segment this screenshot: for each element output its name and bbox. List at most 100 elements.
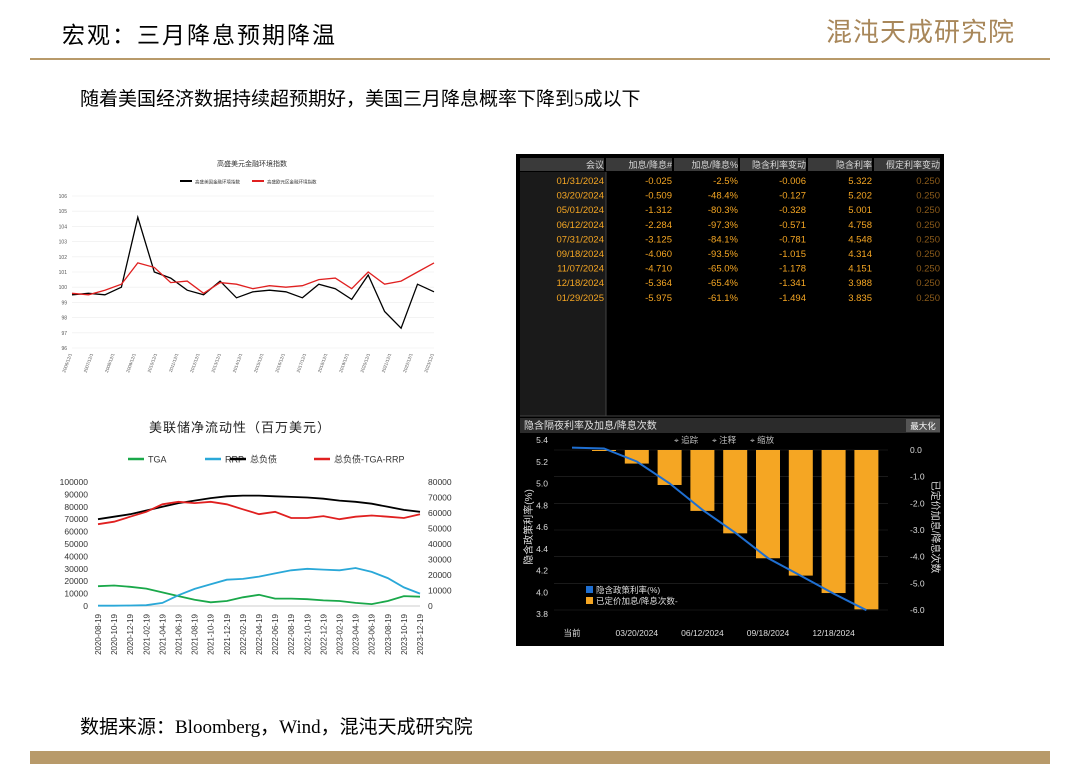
chart-titlebar [520, 418, 940, 433]
footer-bar [30, 751, 1050, 764]
y-tick-label: 96 [61, 346, 67, 352]
table-cell: -1.341 [779, 278, 806, 289]
y-left-tick-label: 4.2 [536, 566, 548, 576]
x-tick-label: 09/18/2024 [747, 628, 790, 638]
x-tick-label: 2021-06-19 [175, 613, 184, 654]
table-cell: 01/29/2025 [556, 293, 604, 304]
y-left-tick-label: 10000 [64, 589, 88, 599]
table-header: 加息/降息% [691, 159, 738, 170]
table-cell: 11/07/2024 [557, 264, 604, 275]
y-right-tick-label: 0 [428, 601, 433, 611]
y-right-tick-label: -1.0 [910, 472, 925, 482]
table-cell: 0.250 [916, 264, 940, 275]
x-tick-label: 2012/12/1 [189, 352, 201, 373]
x-tick-label: 2018/12/1 [317, 352, 329, 373]
x-tick-label: 2022/12/1 [402, 352, 414, 373]
maximize-button [906, 419, 940, 432]
y-right-tick-label: -5.0 [910, 578, 925, 588]
table-cell: -0.571 [779, 220, 806, 231]
y-tick-label: 98 [61, 316, 67, 322]
x-tick-label: 2022-08-19 [287, 613, 296, 654]
y-left-tick-label: 5.2 [536, 457, 548, 467]
legend-swatch-rate [586, 586, 593, 593]
toolbar-item: ⌖ 注释 [712, 435, 737, 445]
x-tick-label: 2020-10-19 [110, 613, 119, 654]
brand-logo: 混沌天成研究院 [826, 18, 1016, 47]
table-cell: -2.5% [713, 176, 738, 187]
table-cell: -0.328 [779, 205, 806, 216]
legend-label-rate: 隐含政策利率(%) [596, 585, 660, 595]
y-left-axis-label: 隐含政策利率(%) [522, 489, 535, 565]
bar-9 [854, 450, 879, 610]
x-tick-label: 2023/12/1 [423, 352, 435, 373]
y-tick-label: 105 [59, 209, 68, 215]
table-header: 假定利率变动 [886, 159, 940, 170]
x-tick-label: 2022-04-19 [255, 613, 264, 654]
table-cell: 0.250 [916, 205, 940, 216]
y-right-tick-label: -4.0 [910, 552, 925, 562]
y-right-tick-label: 20000 [428, 570, 452, 580]
table-date-column-bg [520, 172, 606, 416]
y-left-tick-label: 100000 [60, 477, 89, 487]
legend-label: 高盛美国金融环境指数 [195, 179, 240, 186]
x-tick-label: 2021-10-19 [207, 613, 216, 654]
y-left-tick-label: 4.0 [536, 587, 548, 597]
legend-label: 总负债-TGA-RRP [334, 454, 405, 465]
table-cell: -65.4% [708, 278, 739, 289]
x-tick-label: 2021/12/1 [381, 352, 393, 373]
x-tick-label: 2007/12/1 [83, 352, 95, 373]
table-cell: 5.322 [848, 176, 872, 187]
table-cell: -0.025 [645, 176, 672, 187]
series-line-1 [98, 567, 421, 607]
maximize-label: 最大化 [910, 421, 936, 431]
table-header: 会议 [586, 159, 604, 170]
y-right-tick-label: 80000 [428, 477, 452, 487]
table-cell: 0.250 [916, 176, 940, 187]
y-tick-label: 103 [59, 240, 68, 246]
table-cell: -97.3% [708, 220, 739, 231]
x-tick-label: 2016/12/1 [274, 352, 286, 373]
legend-label: TGA [148, 455, 167, 465]
x-tick-label: 2015/12/1 [253, 352, 265, 373]
chart-title: 美联储净流动性（百万美元） [149, 420, 331, 435]
y-left-tick-label: 30000 [64, 564, 88, 574]
legend-label-bars: 已定价加息/降息次数- [596, 596, 678, 606]
legend-label: 高盛欧元区金融环境指数 [267, 179, 317, 186]
table-cell: 0.250 [916, 293, 940, 304]
y-left-tick-label: 40000 [64, 551, 88, 561]
chart-title: 高盛美元金融环境指数 [217, 159, 287, 168]
table-cell: 3.988 [848, 278, 872, 289]
table-cell: -3.125 [645, 234, 672, 245]
x-tick-label: 2022-12-19 [319, 613, 328, 654]
bar-8 [821, 450, 846, 594]
table-cell: -1.312 [645, 205, 672, 216]
table-cell: 4.758 [848, 220, 872, 231]
x-tick-label: 2021-02-19 [142, 613, 151, 654]
y-left-tick-label: 90000 [64, 489, 88, 499]
x-tick-label: 2017/12/1 [296, 352, 308, 373]
table-cell: -1.494 [779, 293, 806, 304]
x-tick-label: 2010/12/1 [147, 352, 159, 373]
x-tick-label: 当前 [563, 628, 581, 638]
x-tick-label: 2021-12-19 [223, 613, 232, 654]
series-line-0 [97, 584, 421, 606]
table-cell: -2.284 [645, 220, 672, 231]
toolbar-item: ⌖ 缩放 [750, 435, 775, 445]
x-tick-label: 12/18/2024 [812, 628, 855, 638]
table-cell: -80.3% [708, 205, 739, 216]
x-tick-label: 2020/12/1 [360, 352, 372, 373]
table-header: 隐含利率变动 [752, 159, 806, 170]
table-cell: 06/12/2024 [556, 220, 604, 231]
table-cell: -48.4% [708, 191, 739, 202]
y-tick-label: 100 [59, 285, 68, 291]
x-tick-label: 2020-08-19 [94, 613, 103, 654]
table-cell: 03/20/2024 [556, 191, 604, 202]
x-tick-label: 2023-08-19 [384, 613, 393, 654]
table-cell: -5.975 [645, 293, 672, 304]
table-cell: 0.250 [916, 278, 940, 289]
x-tick-label: 2022-02-19 [239, 613, 248, 654]
table-header-cell [674, 158, 738, 171]
table-cell: 5.001 [848, 205, 872, 216]
x-tick-label: 2023-12-19 [416, 613, 425, 654]
y-tick-label: 102 [59, 255, 68, 261]
